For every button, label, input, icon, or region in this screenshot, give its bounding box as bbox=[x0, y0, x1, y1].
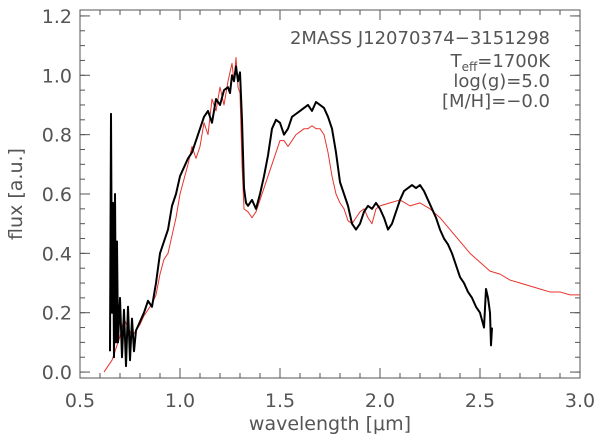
x-tick-label: 0.5 bbox=[65, 390, 95, 412]
x-tick-label: 3.0 bbox=[565, 390, 595, 412]
x-tick-label: 2.0 bbox=[365, 390, 395, 412]
y-tick-label: 0.6 bbox=[42, 184, 72, 206]
teff-prefix: T bbox=[450, 51, 463, 72]
teff-label: Teff=1700K bbox=[450, 51, 552, 74]
x-axis-title-unit: μm bbox=[373, 413, 404, 435]
y-axis-ticks: 0.0 0.2 0.4 0.6 0.8 1.0 1.2 bbox=[42, 6, 580, 384]
y-tick-label: 1.0 bbox=[42, 65, 72, 87]
y-tick-label: 0.2 bbox=[42, 303, 72, 325]
y-tick-label: 1.2 bbox=[42, 6, 72, 28]
x-tick-label: 2.5 bbox=[465, 390, 495, 412]
y-tick-label: 0.8 bbox=[42, 125, 72, 147]
x-axis-title-main: wavelength [ bbox=[249, 413, 373, 435]
x-tick-label: 1.5 bbox=[265, 390, 295, 412]
x-tick-label: 1.0 bbox=[165, 390, 195, 412]
x-axis-title-end: ] bbox=[404, 413, 411, 435]
y-tick-label: 0.0 bbox=[42, 362, 72, 384]
x-axis-ticks: 0.5 1.0 1.5 2.0 2.5 3.0 bbox=[65, 10, 595, 412]
data-series bbox=[103, 56, 580, 373]
metallicity-label: [M/H]=−0.0 bbox=[442, 91, 550, 112]
y-tick-label: 0.4 bbox=[42, 243, 72, 265]
model-spectrum-line bbox=[103, 56, 580, 373]
teff-subscript: eff bbox=[462, 60, 478, 74]
logg-label: log(g)=5.0 bbox=[453, 71, 550, 92]
x-axis-title: wavelength [μm] bbox=[249, 413, 411, 435]
object-name-label: 2MASS J12070374−3151298 bbox=[290, 28, 550, 49]
teff-value: =1700K bbox=[477, 51, 551, 72]
y-axis-title: flux [a.u.] bbox=[5, 148, 27, 240]
observed-spectrum-line bbox=[109, 65, 493, 368]
